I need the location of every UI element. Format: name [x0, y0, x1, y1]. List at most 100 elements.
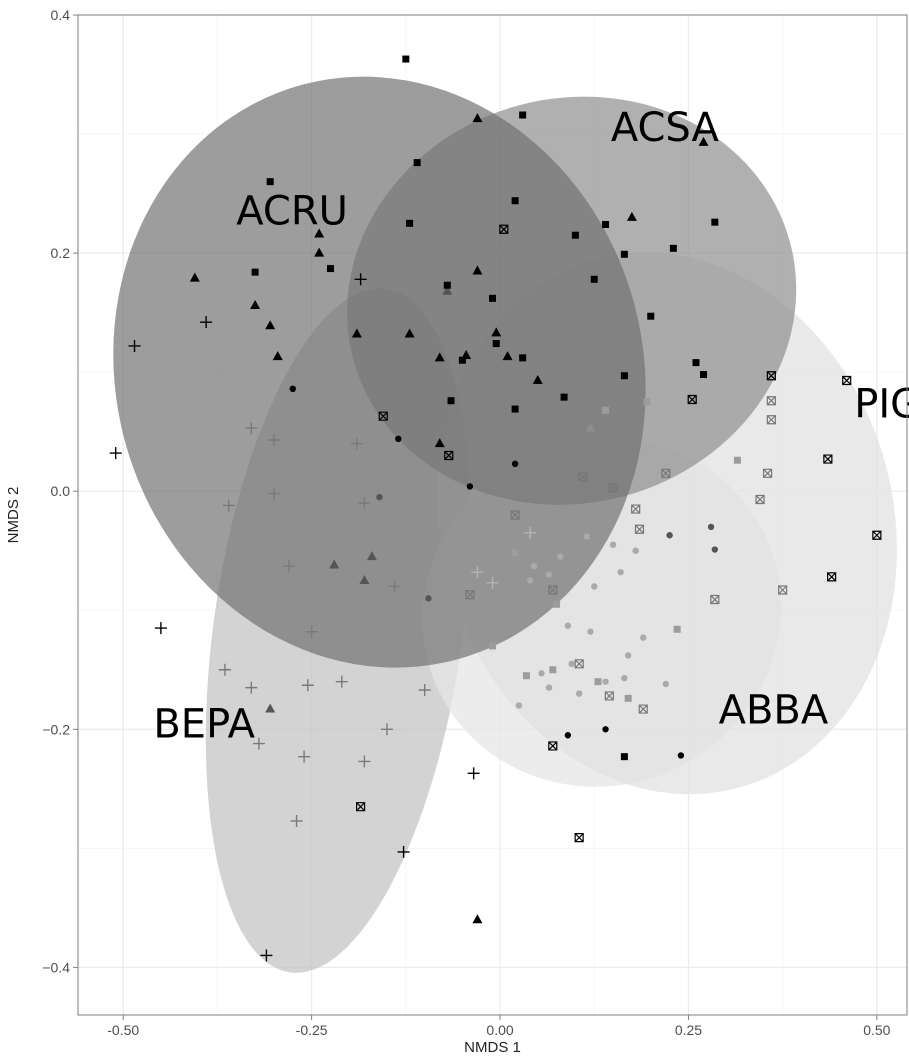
point-circle — [621, 674, 628, 682]
point-circle — [624, 652, 632, 659]
point-circle — [568, 660, 575, 668]
point-xsquare — [548, 741, 558, 751]
point-triangle — [472, 914, 483, 924]
point-xsquare — [827, 572, 837, 582]
point-triangle — [351, 328, 362, 338]
point-square — [669, 244, 677, 252]
point-plus — [154, 622, 167, 635]
point-xsquare — [766, 396, 776, 406]
point-square — [602, 221, 610, 229]
point-plus — [218, 663, 231, 676]
point-square — [590, 275, 598, 283]
point-plus — [109, 447, 122, 460]
point-plus — [128, 339, 141, 352]
point-circle — [545, 684, 553, 691]
point-xsquare — [356, 802, 366, 812]
y-axis-title: NMDS 2 — [5, 487, 22, 544]
point-square — [643, 398, 651, 406]
point-square — [553, 600, 561, 608]
point-xsquare — [638, 704, 648, 714]
point-plus — [252, 737, 265, 750]
point-square — [571, 231, 579, 239]
point-triangle — [189, 272, 200, 282]
y-tick-label: −0.4 — [42, 959, 70, 975]
point-plus — [245, 681, 258, 694]
point-xsquare — [823, 454, 833, 464]
point-xsquare — [842, 375, 852, 386]
point-plus — [418, 684, 431, 696]
point-xsquare — [444, 450, 454, 461]
point-circle — [395, 435, 402, 443]
point-triangle — [442, 285, 453, 295]
point-circle — [583, 533, 590, 540]
point-circle — [640, 634, 647, 641]
point-square — [549, 666, 557, 674]
point-square — [511, 549, 519, 557]
point-square — [673, 625, 681, 633]
point-circle — [511, 460, 519, 468]
point-xsquare — [710, 594, 720, 605]
data-points — [109, 55, 882, 962]
point-square — [251, 268, 259, 276]
point-xsquare — [687, 394, 697, 405]
point-triangle — [265, 703, 276, 713]
point-triangle — [265, 320, 276, 330]
point-square — [602, 406, 610, 414]
point-xsquare — [578, 472, 588, 482]
point-plus — [283, 560, 296, 573]
point-triangle — [359, 574, 370, 584]
point-xsquare — [872, 530, 882, 540]
point-circle — [666, 532, 673, 539]
point-square — [711, 218, 719, 226]
point-square — [511, 197, 519, 205]
point-xsquare — [608, 483, 618, 493]
point-circle — [515, 702, 523, 709]
point-square — [692, 359, 700, 367]
point-square — [413, 159, 421, 167]
point-square — [511, 405, 519, 413]
y-tick-label: 0.2 — [51, 245, 71, 261]
point-xsquare — [574, 659, 584, 669]
point-triangle — [698, 136, 709, 146]
point-square — [519, 354, 527, 362]
point-xsquare — [766, 415, 776, 425]
label-bepa: BEPA — [153, 702, 255, 748]
point-square — [443, 281, 451, 289]
point-square — [620, 250, 628, 258]
point-plus — [358, 497, 371, 510]
point-circle — [602, 678, 609, 685]
point-plus — [358, 755, 371, 768]
axis-ticks: -0.50 -0.25 0.00 0.25 0.50 −0.4 −0.2 0.0 0.2 0.4 — [42, 7, 890, 1038]
point-square — [406, 219, 414, 227]
point-plus — [350, 437, 363, 450]
point-square — [620, 753, 628, 761]
x-axis-title: NMDS 1 — [464, 1039, 521, 1056]
point-plus — [467, 767, 480, 780]
point-square — [560, 393, 568, 401]
point-triangle — [585, 422, 596, 432]
point-xsquare — [548, 585, 558, 595]
point-plus — [524, 526, 537, 539]
point-xsquare — [574, 833, 584, 843]
point-triangle — [314, 228, 325, 238]
point-xsquare — [604, 691, 614, 701]
ellipse-layer — [113, 76, 897, 973]
ellipse-acru — [113, 76, 646, 668]
point-circle — [609, 541, 617, 548]
point-triangle — [626, 211, 637, 221]
point-xsquare — [762, 468, 773, 478]
point-plus — [305, 625, 318, 638]
label-acsa: ACSA — [611, 105, 720, 151]
point-circle — [425, 595, 432, 602]
point-plus — [290, 814, 303, 827]
point-xsquare — [661, 468, 671, 478]
point-square — [624, 694, 632, 702]
point-circle — [564, 622, 572, 629]
point-plus — [486, 576, 499, 589]
point-xsquare — [499, 224, 509, 234]
point-xsquare — [631, 504, 641, 514]
point-circle — [677, 752, 685, 759]
point-plus — [397, 845, 410, 858]
point-plus — [471, 566, 484, 579]
point-square — [492, 340, 500, 348]
